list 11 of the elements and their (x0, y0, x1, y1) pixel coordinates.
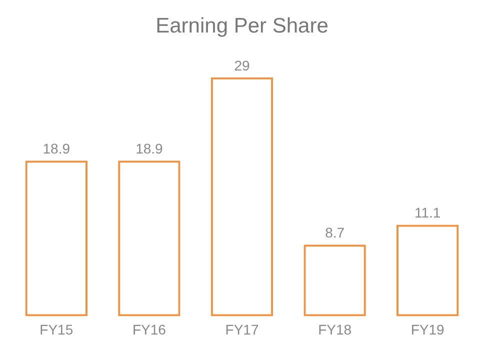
x-tick-label: FY16 (132, 321, 166, 338)
chart-title: Earning Per Share (156, 14, 328, 38)
x-tick-label: FY15 (40, 321, 74, 338)
data-label: 8.7 (325, 224, 345, 240)
x-tick-label: FY18 (318, 321, 352, 338)
x-tick-label: FY19 (410, 321, 445, 338)
x-tick-label: FY17 (225, 321, 259, 338)
data-label: 11.1 (414, 204, 441, 221)
data-label: 18.9 (42, 140, 70, 156)
data-label: 29 (234, 57, 250, 74)
data-label: 18.9 (136, 140, 164, 156)
